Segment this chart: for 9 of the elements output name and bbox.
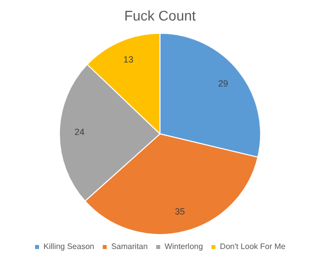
data-label: 29 xyxy=(218,78,228,88)
chart-title: Fuck Count xyxy=(124,7,196,24)
data-label: 13 xyxy=(123,54,134,64)
legend-label: Don't Look For Me xyxy=(220,242,286,252)
legend-label: Winterlong xyxy=(164,242,203,252)
legend-label: Killing Season xyxy=(44,242,94,252)
data-label: 35 xyxy=(174,206,185,216)
data-label: 24 xyxy=(74,127,85,138)
legend-label: Samaritan xyxy=(111,242,148,252)
